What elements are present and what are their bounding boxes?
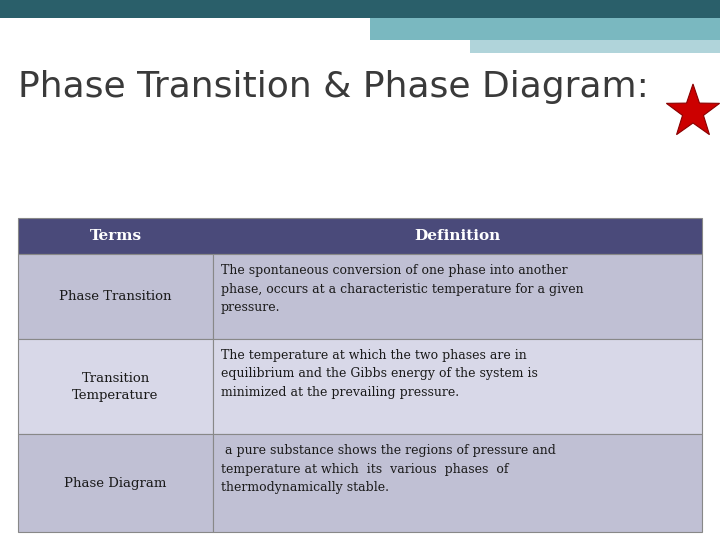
Text: The temperature at which the two phases are in
equilibrium and the Gibbs energy : The temperature at which the two phases … xyxy=(221,349,538,399)
Bar xyxy=(0,0,720,18)
Bar xyxy=(18,339,213,434)
Bar xyxy=(213,434,702,532)
Bar xyxy=(370,18,720,40)
Bar xyxy=(213,254,702,339)
Bar xyxy=(213,339,702,434)
Text: Phase Transition: Phase Transition xyxy=(59,290,172,303)
Text: Phase Transition & Phase Diagram:: Phase Transition & Phase Diagram: xyxy=(18,70,649,104)
Text: Definition: Definition xyxy=(415,229,500,243)
Bar xyxy=(18,254,213,339)
Bar xyxy=(470,40,720,53)
Bar xyxy=(18,218,702,254)
Bar xyxy=(18,434,213,532)
Polygon shape xyxy=(667,84,719,134)
Text: Phase Diagram: Phase Diagram xyxy=(64,476,167,489)
Text: a pure substance shows the regions of pressure and
temperature at which  its  va: a pure substance shows the regions of pr… xyxy=(221,444,556,494)
Text: The spontaneous conversion of one phase into another
phase, occurs at a characte: The spontaneous conversion of one phase … xyxy=(221,264,584,314)
Text: Transition
Temperature: Transition Temperature xyxy=(72,372,158,402)
Text: Terms: Terms xyxy=(89,229,142,243)
